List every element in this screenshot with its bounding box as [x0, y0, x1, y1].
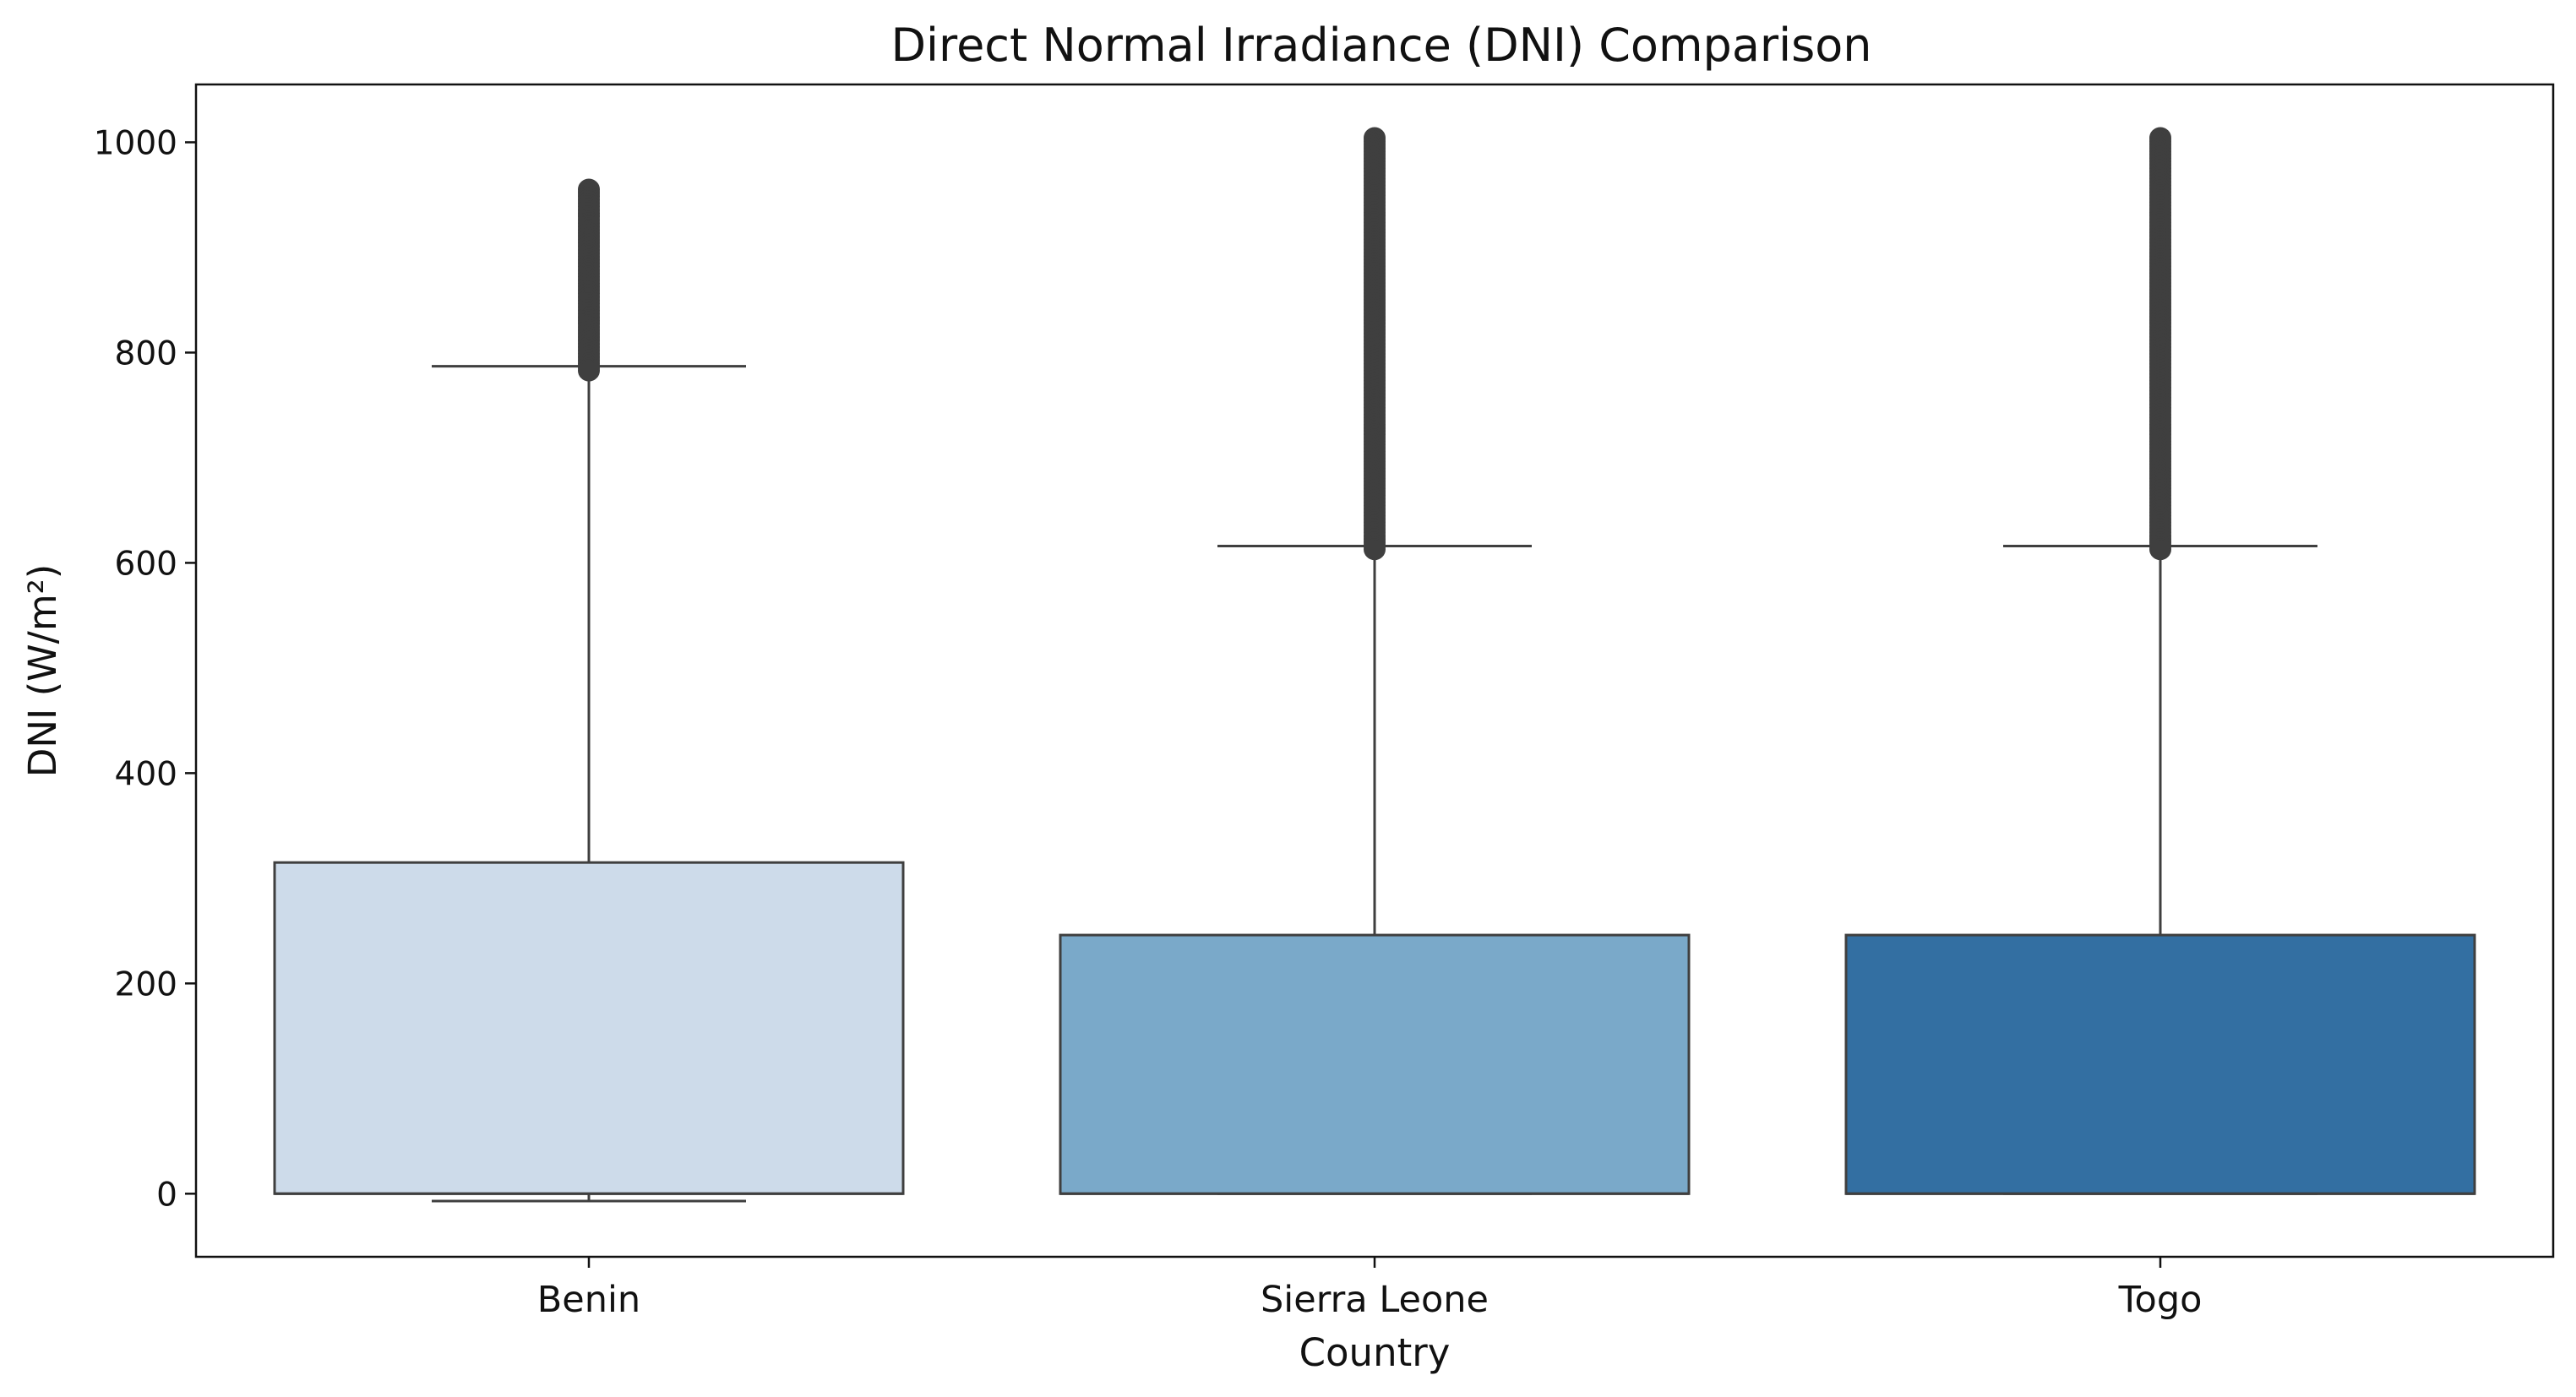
y-tick-label: 600 — [115, 545, 177, 583]
x-axis: Benin Sierra Leone Togo — [537, 1257, 2203, 1321]
y-tick-label: 0 — [156, 1176, 177, 1214]
box-togo — [1844, 127, 2476, 1195]
y-tick-label: 800 — [115, 334, 177, 372]
plot-area — [273, 127, 2476, 1203]
outlier-points — [2149, 127, 2171, 561]
x-tick-label: Sierra Leone — [1261, 1279, 1489, 1321]
y-tick-label: 1000 — [94, 124, 177, 162]
outlier-points — [1364, 127, 1386, 561]
outlier-point — [1364, 538, 1386, 561]
box-body — [1059, 933, 1691, 1195]
x-tick-label: Benin — [537, 1279, 640, 1321]
box-benin — [273, 178, 905, 1203]
y-tick-label: 400 — [115, 755, 177, 793]
chart-title: Direct Normal Irradiance (DNI) Compariso… — [890, 19, 1871, 72]
box-body — [273, 861, 905, 1195]
y-tick-label: 200 — [115, 965, 177, 1003]
box-sierra-leone — [1059, 127, 1691, 1195]
outlier-points — [578, 178, 600, 382]
y-axis: 0 200 400 600 800 1000 — [94, 124, 196, 1214]
outlier-point — [578, 359, 600, 382]
outlier-point — [2149, 538, 2171, 561]
y-axis-label: DNI (W/m²) — [20, 564, 65, 778]
x-tick-label: Togo — [2118, 1279, 2203, 1321]
x-axis-label: Country — [1299, 1330, 1451, 1375]
box-body — [1844, 933, 2476, 1195]
